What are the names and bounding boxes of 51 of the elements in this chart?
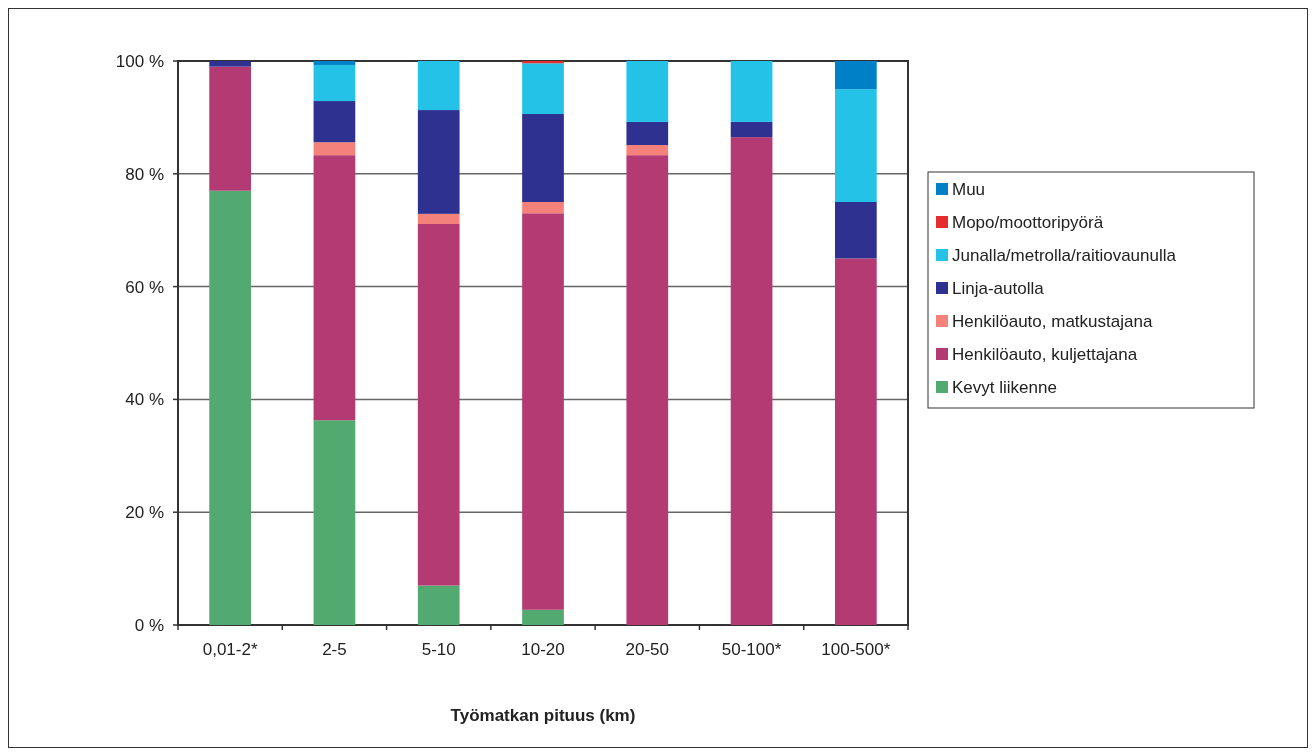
bar xyxy=(522,213,564,610)
bar xyxy=(522,609,564,625)
y-tick-label: 0 % xyxy=(134,615,164,635)
y-tick-label: 40 % xyxy=(125,390,164,410)
bar xyxy=(417,61,460,111)
x-tick-label: 0,01-2* xyxy=(202,640,258,659)
bar xyxy=(522,202,564,214)
bar xyxy=(313,64,356,102)
x-axis-title: Työmatkan pituus (km) xyxy=(450,706,636,725)
bar xyxy=(730,61,773,122)
legend-label: Linja-autolla xyxy=(952,278,1045,298)
bar xyxy=(835,258,877,625)
bar xyxy=(209,61,251,67)
bar xyxy=(313,155,356,421)
bar xyxy=(313,420,356,625)
bar xyxy=(313,142,356,156)
y-tick-label: 80 % xyxy=(125,164,164,184)
bar xyxy=(626,121,669,146)
bar xyxy=(417,224,460,586)
legend-label: Muu xyxy=(952,179,986,199)
bar xyxy=(209,190,251,625)
legend-label: Mopo/moottoripyörä xyxy=(952,212,1104,232)
bar xyxy=(417,110,460,214)
bar xyxy=(209,66,251,191)
bar xyxy=(835,89,877,202)
bar xyxy=(835,202,877,259)
bar xyxy=(626,155,669,625)
x-tick-label: 2-5 xyxy=(322,640,347,659)
bar xyxy=(313,61,356,65)
x-tick-label: 50-100* xyxy=(721,640,782,659)
y-tick-label: 20 % xyxy=(125,503,164,523)
x-tick-label: 5-10 xyxy=(421,640,456,659)
bar xyxy=(835,61,877,90)
x-tick-label: 10-20 xyxy=(521,640,565,659)
x-tick-label: 20-50 xyxy=(625,640,670,659)
bar xyxy=(626,61,669,122)
bar xyxy=(417,585,460,625)
bar xyxy=(730,121,773,138)
legend-label: Henkilöauto, kuljettajana xyxy=(952,344,1138,364)
legend-label: Junalla/metrolla/raitiovaunulla xyxy=(952,245,1177,265)
bar xyxy=(417,213,460,224)
y-tick-label: 60 % xyxy=(125,277,164,297)
bar xyxy=(626,145,669,156)
bar xyxy=(522,63,564,115)
bar xyxy=(730,137,773,625)
legend-label: Kevyt liikenne xyxy=(952,377,1057,397)
bar xyxy=(313,101,356,143)
x-tick-label: 100-500* xyxy=(821,640,891,659)
bar xyxy=(522,114,564,202)
legend-label: Henkilöauto, matkustajana xyxy=(952,311,1153,331)
y-tick-label: 100 % xyxy=(115,51,164,71)
